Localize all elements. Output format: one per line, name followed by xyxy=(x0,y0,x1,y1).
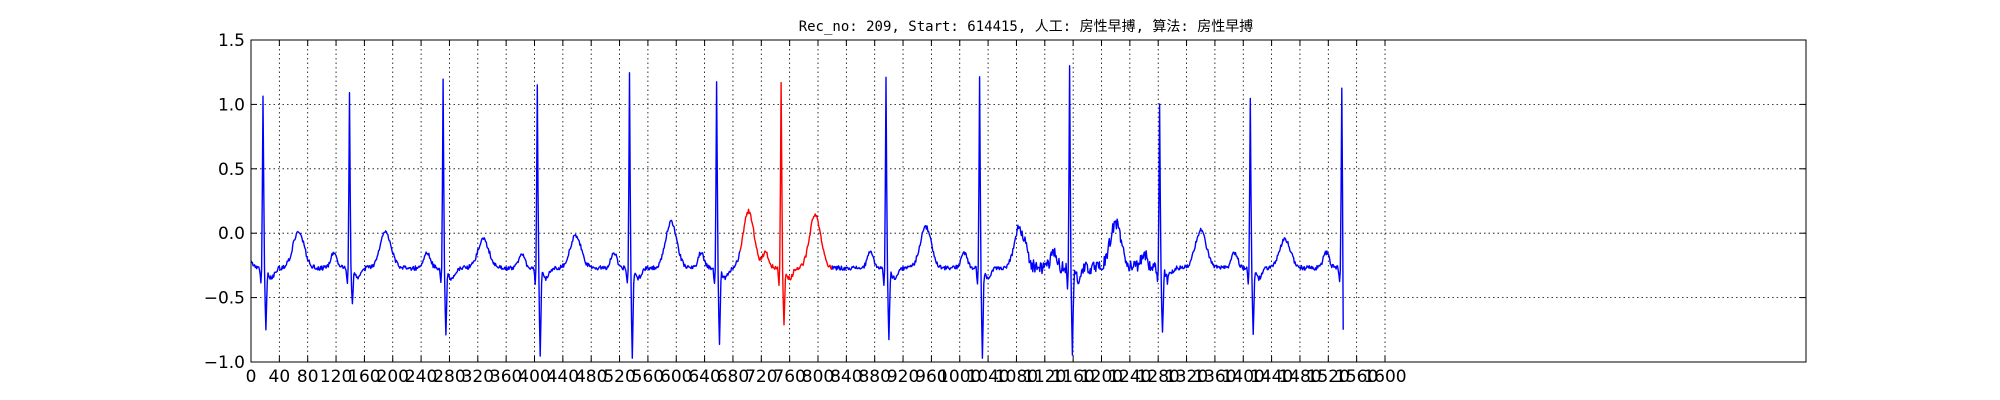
x-tick-label: 920 xyxy=(887,367,919,387)
x-tick-label: 80 xyxy=(297,367,319,387)
x-tick-label: 160 xyxy=(348,367,380,387)
ecg-trace-highlight xyxy=(739,81,833,326)
x-tick-label: 1280 xyxy=(1137,367,1180,387)
x-tick-label: 1360 xyxy=(1193,367,1236,387)
chart-title: Rec_no: 209, Start: 614415, 人工: 房性早搏, 算法… xyxy=(799,18,1254,35)
x-tick-label: 1560 xyxy=(1335,367,1378,387)
x-tick-label: 280 xyxy=(433,367,465,387)
x-tick-label: 40 xyxy=(269,367,291,387)
x-tick-label: 400 xyxy=(518,367,550,387)
x-tick-label: 960 xyxy=(915,367,947,387)
x-tick-label: 1520 xyxy=(1307,367,1350,387)
x-tick-label: 1400 xyxy=(1222,367,1265,387)
x-tick-label: 520 xyxy=(603,367,635,387)
y-tick-label: 0.5 xyxy=(218,160,245,180)
y-axis: −1.0 −0.5 0.0 0.5 1.0 1.5 xyxy=(204,31,1806,373)
x-tick-label: 1480 xyxy=(1278,367,1321,387)
x-tick-label: 760 xyxy=(773,367,805,387)
x-tick-label: 320 xyxy=(462,367,494,387)
x-tick-label: 0 xyxy=(246,367,257,387)
x-tick-label: 880 xyxy=(858,367,890,387)
x-tick-label: 440 xyxy=(547,367,579,387)
x-tick-label: 240 xyxy=(405,367,437,387)
x-tick-label: 360 xyxy=(490,367,522,387)
x-tick-label: 120 xyxy=(320,367,352,387)
x-tick-label: 640 xyxy=(688,367,720,387)
y-tick-label: −1.0 xyxy=(204,353,245,373)
x-tick-label: 200 xyxy=(377,367,409,387)
x-axis: 0 40 80 12016020024028032036040044048052056… xyxy=(246,40,1407,387)
x-tick-label: 1440 xyxy=(1250,367,1293,387)
plot-frame xyxy=(250,39,1807,363)
y-tick-label: 1.5 xyxy=(218,31,245,51)
x-tick-label: 480 xyxy=(575,367,607,387)
x-tick-label: 1080 xyxy=(995,367,1038,387)
ecg-signal xyxy=(250,65,1344,359)
ecg-trace-normal xyxy=(250,72,741,359)
x-tick-label: 560 xyxy=(632,367,664,387)
x-tick-label: 1320 xyxy=(1165,367,1208,387)
x-tick-label: 1160 xyxy=(1052,367,1095,387)
y-tick-label: −0.5 xyxy=(204,289,245,309)
x-tick-label: 720 xyxy=(745,367,777,387)
x-tick-label: 1600 xyxy=(1363,367,1406,387)
x-tick-label: 800 xyxy=(802,367,834,387)
x-tick-label: 1200 xyxy=(1080,367,1123,387)
grid-lines xyxy=(250,40,1806,362)
y-tick-label: 0.0 xyxy=(218,224,245,244)
x-tick-label: 840 xyxy=(830,367,862,387)
x-tick-label: 1120 xyxy=(1023,367,1066,387)
x-tick-label: 1000 xyxy=(938,367,981,387)
ecg-trace-normal xyxy=(831,65,1344,359)
x-tick-label: 1040 xyxy=(966,367,1009,387)
x-tick-label: 680 xyxy=(717,367,749,387)
x-tick-label: 600 xyxy=(660,367,692,387)
x-tick-label: 1240 xyxy=(1108,367,1151,387)
y-tick-label: 1.0 xyxy=(218,95,245,115)
